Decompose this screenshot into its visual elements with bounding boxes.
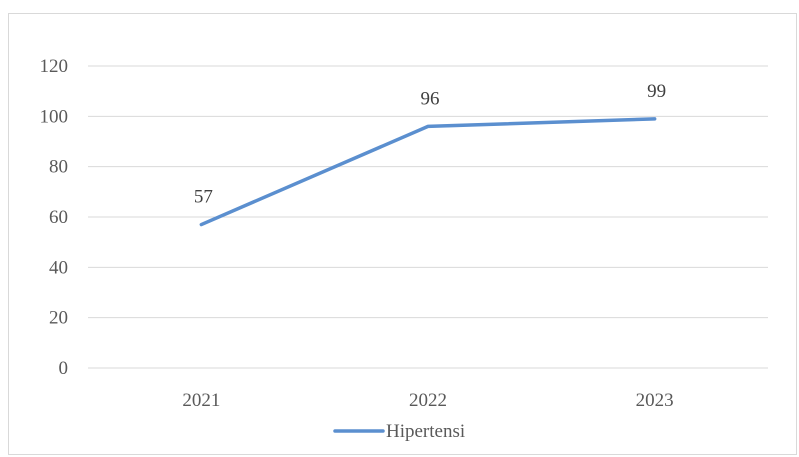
x-tick-label: 2021 bbox=[182, 390, 220, 411]
y-tick-label: 0 bbox=[59, 358, 69, 379]
gridlines bbox=[88, 65, 768, 369]
y-tick-label: 60 bbox=[49, 207, 68, 228]
x-tick-label: 2022 bbox=[409, 390, 447, 411]
data-label: 96 bbox=[421, 88, 440, 109]
data-label: 99 bbox=[647, 81, 666, 102]
y-tick-label: 120 bbox=[40, 56, 69, 77]
y-tick-label: 40 bbox=[49, 257, 68, 278]
chart-frame bbox=[8, 13, 797, 455]
y-tick-label: 100 bbox=[40, 106, 69, 127]
legend: Hipertensi bbox=[333, 421, 465, 442]
data-labels: 57 96 99 bbox=[194, 81, 666, 208]
series-line-0 bbox=[199, 117, 657, 227]
y-axis-tick-labels: 0 20 40 60 80 100 120 bbox=[40, 56, 69, 379]
y-tick-label: 80 bbox=[49, 157, 68, 178]
x-axis-tick-labels: 2021 2022 2023 bbox=[182, 390, 673, 411]
data-label: 57 bbox=[194, 187, 213, 208]
x-tick-label: 2023 bbox=[636, 390, 674, 411]
series-lines bbox=[199, 117, 657, 227]
legend-label: Hipertensi bbox=[386, 421, 465, 442]
y-tick-label: 20 bbox=[49, 308, 68, 329]
